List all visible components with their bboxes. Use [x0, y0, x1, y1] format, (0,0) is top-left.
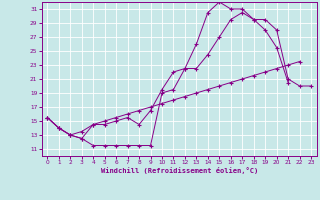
X-axis label: Windchill (Refroidissement éolien,°C): Windchill (Refroidissement éolien,°C) [100, 167, 258, 174]
